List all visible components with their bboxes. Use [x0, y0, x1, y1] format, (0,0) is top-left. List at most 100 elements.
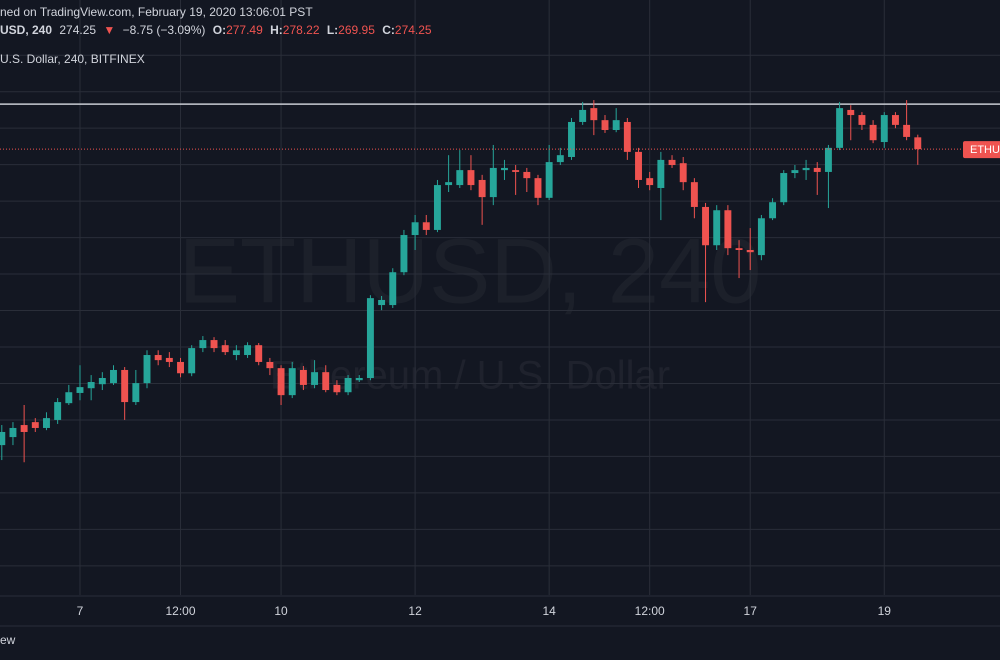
watermark: ETHUSD, 240: [179, 220, 762, 322]
x-tick-label: 12:00: [635, 604, 665, 618]
footer: ew: [0, 633, 19, 647]
candle-body: [478, 179, 486, 198]
candle-body: [623, 121, 631, 152]
candle-body: [880, 115, 888, 143]
price-tag: [963, 141, 1000, 159]
candle-body: [769, 202, 777, 219]
footer-text[interactable]: ew: [0, 633, 16, 647]
candle-body: [914, 137, 922, 150]
candle-body: [891, 115, 899, 125]
candle-body: [43, 418, 50, 428]
candle-body: [847, 109, 855, 116]
candle-body: [322, 372, 330, 391]
candle-body: [210, 340, 218, 349]
last-price: 274.25: [59, 23, 97, 37]
candle-body: [277, 368, 285, 396]
candle-body: [690, 182, 698, 207]
watermark-sub: Ethereum / U.S. Dollar: [270, 354, 670, 398]
candle-body: [411, 222, 419, 236]
candle-body: [635, 151, 642, 180]
candle-body: [501, 167, 508, 171]
candle-body: [456, 170, 464, 186]
candle-body: [780, 173, 788, 203]
candle-body: [713, 210, 721, 246]
candle-body: [31, 422, 39, 428]
published: ned on TradingView.com, February 19, 202…: [0, 5, 313, 19]
candle-body: [601, 120, 609, 130]
candle-body: [132, 383, 140, 403]
published-line: ned on TradingView.com, February 19, 202…: [0, 5, 317, 19]
close-label: C:: [382, 23, 395, 37]
candle-body: [813, 167, 821, 172]
candle-body: [299, 369, 307, 385]
candle-body: [422, 222, 430, 230]
symbol: USD, 240: [0, 23, 53, 37]
low-label: L:: [326, 23, 339, 37]
x-tick-label: 14: [542, 604, 556, 618]
open-label: O:: [212, 23, 227, 37]
candle-body: [679, 163, 687, 183]
candle-body: [143, 355, 151, 384]
candle-body: [724, 210, 732, 249]
candle-body: [54, 402, 62, 420]
low-value: 269.95: [338, 23, 375, 37]
high-value: 278.22: [282, 23, 320, 37]
candle-body: [244, 345, 252, 356]
candle-body: [199, 340, 207, 349]
ohlc-line: USD, 240 274.25 ▼ −8.75 (−3.09%) O:277.4…: [0, 23, 436, 37]
open-value: 277.49: [226, 23, 263, 37]
candle-body: [9, 427, 17, 438]
candle-body: [344, 378, 352, 393]
candle-body: [545, 162, 553, 198]
candle-body: [512, 170, 520, 172]
candle-body: [110, 369, 117, 384]
candle-body: [177, 361, 184, 374]
candle-body: [489, 167, 497, 198]
candle-body: [824, 147, 832, 172]
candle-body: [746, 249, 754, 253]
candle-body: [221, 345, 229, 353]
candle-body: [802, 167, 810, 171]
candle-body: [98, 378, 106, 385]
x-tick-label: 12:00: [166, 604, 196, 618]
candle-body: [534, 178, 542, 198]
candle-body: [735, 248, 743, 250]
x-tick-label: 7: [77, 604, 84, 618]
candle-body: [400, 235, 408, 273]
description-line: U.S. Dollar, 240, BITFINEX: [0, 52, 149, 66]
change-arrow: ▼: [103, 23, 116, 37]
candle-body: [579, 109, 587, 122]
candle-body: [791, 170, 799, 174]
candle-body: [702, 206, 710, 246]
candle-body: [903, 124, 911, 137]
candle-body: [255, 345, 263, 362]
candle-body: [288, 368, 296, 396]
price-tag-label: ETHUSD: [970, 144, 1000, 156]
change: −8.75 (−3.09%): [122, 23, 206, 37]
candle-body: [869, 124, 877, 141]
candle-body: [366, 298, 374, 378]
candle-body: [445, 182, 453, 186]
candle-body: [646, 178, 654, 186]
high-label: H:: [270, 23, 283, 37]
candle-body: [523, 171, 531, 179]
candle-body: [612, 120, 620, 130]
candle-body: [389, 272, 397, 306]
description: U.S. Dollar, 240, BITFINEX: [0, 52, 145, 66]
candle-body: [121, 369, 129, 403]
candle-body: [76, 387, 84, 393]
x-tick-label: 10: [274, 604, 288, 618]
candle-body: [757, 218, 765, 256]
candle-body: [0, 431, 6, 446]
candle-body: [378, 299, 386, 306]
candle-body: [657, 159, 665, 188]
candle-body: [590, 108, 598, 121]
x-tick-label: 19: [878, 604, 892, 618]
candle-body: [467, 170, 475, 186]
candle-body: [165, 357, 173, 362]
candle-body: [87, 382, 95, 389]
candle-body: [668, 159, 676, 166]
